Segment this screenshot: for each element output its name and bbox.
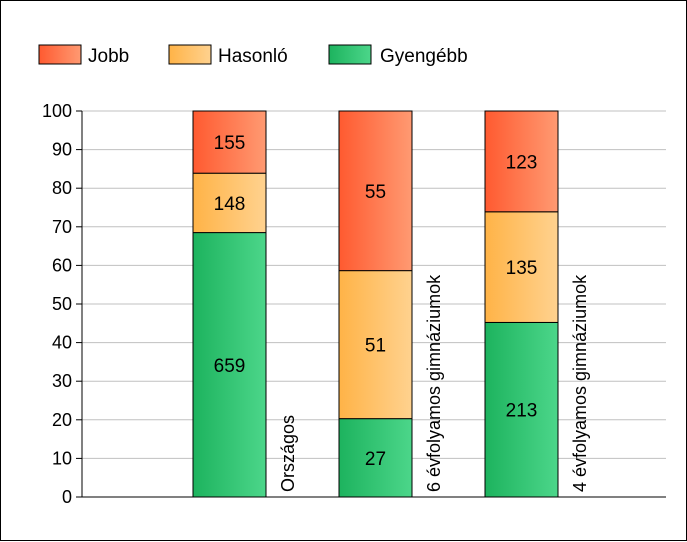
bar-orszagos-hasonlo: [192, 172, 267, 234]
y-tick-label-40: 40: [52, 333, 72, 353]
y-tick-label-30: 30: [52, 371, 72, 391]
data-label-orszagos-jobb: 155: [214, 133, 246, 154]
data-label-4-evfolyamos-gimnaziumok-jobb: 123: [506, 152, 538, 173]
bar-orszagos-gyengebb: [192, 232, 267, 498]
y-tick-label-80: 80: [52, 178, 72, 198]
category-label-4-evfolyamos-gimnaziumok: 4 évfolyamos gimnáziumok: [570, 274, 590, 492]
legend-swatch-gyengebb: [328, 44, 372, 65]
category-label-orszagos: Országos: [278, 415, 298, 492]
data-label-orszagos-hasonlo: 148: [214, 194, 246, 215]
y-tick-label-20: 20: [52, 410, 72, 430]
data-label-4-evfolyamos-gimnaziumok-hasonlo: 135: [506, 258, 538, 279]
y-tick-label-90: 90: [52, 140, 72, 160]
labels: 659 148 155 Országos 27 51 55 6 évfolyamos gimn…: [214, 133, 590, 492]
legend-swatch-hasonlo: [168, 44, 212, 65]
legend-label-jobb: Jobb: [88, 46, 129, 67]
bar-4-evfolyamos-gimnaziumok-gyengebb: [484, 321, 559, 498]
bars: [192, 110, 559, 498]
bar-6-evfolyamos-gimnaziumok-gyengebb: [338, 418, 413, 498]
data-label-4-evfolyamos-gimnaziumok-gyengebb: 213: [506, 401, 538, 422]
legend: Jobb Hasonló Gyengébb: [38, 44, 468, 67]
data-label-6-evfolyamos-gimnaziumok-hasonlo: 51: [365, 336, 386, 357]
y-tick-label-70: 70: [52, 217, 72, 237]
y-tick-label-0: 0: [62, 487, 72, 507]
y-tick-label-60: 60: [52, 255, 72, 275]
data-label-6-evfolyamos-gimnaziumok-gyengebb: 27: [365, 449, 386, 470]
data-label-orszagos-gyengebb: 659: [214, 356, 246, 377]
bar-orszagos-jobb: [192, 110, 267, 174]
bar-6-evfolyamos-gimnaziumok-jobb: [338, 110, 413, 272]
y-tick-label-50: 50: [52, 294, 72, 314]
category-label-6-evfolyamos-gimnaziumok: 6 évfolyamos gimnáziumok: [424, 274, 444, 492]
bar-4-evfolyamos-gimnaziumok-hasonlo: [484, 211, 559, 323]
bar-4-evfolyamos-gimnaziumok-jobb: [484, 110, 559, 213]
y-tick-label-100: 100: [42, 101, 72, 121]
legend-label-gyengebb: Gyengébb: [380, 46, 468, 67]
legend-label-hasonlo: Hasonló: [218, 46, 288, 67]
y-tick-label-10: 10: [52, 448, 72, 468]
data-label-6-evfolyamos-gimnaziumok-jobb: 55: [365, 182, 386, 203]
axes: 0 10 20 30 40 50 60 70 80 90 100: [42, 101, 666, 507]
legend-swatch-jobb: [38, 44, 82, 65]
bar-6-evfolyamos-gimnaziumok-hasonlo: [338, 270, 413, 420]
